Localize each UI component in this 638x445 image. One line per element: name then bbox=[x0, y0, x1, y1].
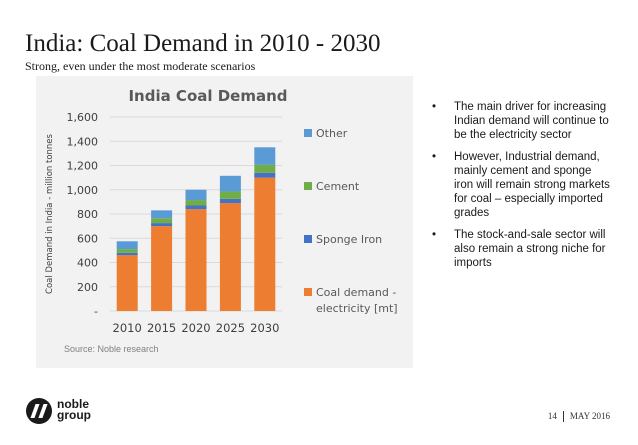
bar-segment bbox=[254, 164, 276, 173]
bar-segment bbox=[116, 252, 138, 256]
coal-demand-chart: India Coal Demand - 200 400 600 800 1,000 1,200… bbox=[45, 87, 398, 335]
footer-date: MAY 2016 bbox=[569, 411, 610, 421]
logo-mark-icon bbox=[26, 398, 52, 424]
y-tick-label: 400 bbox=[77, 257, 98, 270]
bar-segment bbox=[219, 198, 241, 204]
bullet-text: However, Industrial demand, mainly cemen… bbox=[454, 151, 610, 219]
bullet-list: • The main driver for increasing Indian d… bbox=[432, 100, 612, 278]
bar-segment bbox=[151, 223, 173, 227]
legend-swatch bbox=[304, 182, 312, 190]
bullet-marker: • bbox=[432, 229, 437, 241]
logo-line-2: group bbox=[57, 408, 91, 422]
bullet-text: The main driver for increasing Indian de… bbox=[454, 101, 609, 141]
bar-segment bbox=[254, 177, 276, 311]
logo-text: noble group bbox=[57, 397, 91, 422]
bar-segment bbox=[185, 209, 207, 311]
bar-segment bbox=[219, 175, 241, 192]
chart-source: Source: Noble research bbox=[64, 344, 159, 354]
bullet-marker: • bbox=[432, 151, 437, 163]
x-tick-label: 2010 bbox=[113, 321, 142, 335]
bar-segment bbox=[151, 218, 173, 224]
chart-panel: India Coal Demand - 200 400 600 800 1,000 1,200… bbox=[36, 76, 413, 368]
legend-label: Sponge Iron bbox=[316, 233, 382, 246]
legend-swatch bbox=[304, 235, 312, 243]
bar-segment bbox=[219, 191, 241, 199]
bar-segment bbox=[151, 226, 173, 311]
bar-segment bbox=[254, 172, 276, 178]
x-tick-label: 2030 bbox=[250, 321, 279, 335]
bar-segment bbox=[185, 189, 207, 201]
chart-title: India Coal Demand bbox=[128, 87, 287, 105]
legend-swatch bbox=[304, 129, 312, 137]
y-tick-label: - bbox=[94, 305, 98, 318]
legend-swatch bbox=[304, 288, 312, 296]
page-number: 14 bbox=[547, 411, 557, 421]
bullet-item: • The stock-and-sale sector will also rem… bbox=[432, 228, 612, 270]
y-tick-label: 200 bbox=[77, 281, 98, 294]
bullet-item: • The main driver for increasing Indian d… bbox=[432, 100, 612, 142]
legend-label: Other bbox=[316, 127, 348, 140]
bullet-marker: • bbox=[432, 101, 437, 113]
bullet-item: • However, Industrial demand, mainly ceme… bbox=[432, 150, 612, 220]
bar-segment bbox=[116, 255, 138, 311]
bar-segment bbox=[219, 203, 241, 311]
bar-segment bbox=[151, 210, 173, 219]
bar-segment bbox=[116, 249, 138, 253]
y-tick-label: 1,000 bbox=[67, 184, 99, 197]
page-title: India: Coal Demand in 2010 - 2030 bbox=[25, 30, 381, 57]
bar-segment bbox=[185, 205, 207, 210]
footer-divider bbox=[562, 411, 564, 423]
y-tick-label: 1,400 bbox=[67, 135, 99, 148]
x-tick-label: 2020 bbox=[181, 321, 210, 335]
x-tick-label: 2015 bbox=[147, 321, 176, 335]
y-axis-label: Coal Demand in India - million tonnes bbox=[45, 133, 55, 293]
legend-label: electricity [mt] bbox=[316, 302, 398, 315]
y-tick-label: 1,600 bbox=[67, 111, 99, 124]
page-subtitle: Strong, even under the most moderate sce… bbox=[25, 59, 256, 73]
slide-footer: 14 MAY 2016 bbox=[547, 411, 610, 423]
y-tick-label: 800 bbox=[77, 208, 98, 221]
bar-segment bbox=[185, 200, 207, 206]
y-tick-label: 1,200 bbox=[67, 160, 99, 173]
legend-label: Coal demand - bbox=[316, 286, 396, 299]
y-tick-label: 600 bbox=[77, 232, 98, 245]
bar-segment bbox=[254, 147, 276, 165]
legend-label: Cement bbox=[316, 180, 360, 193]
noble-group-logo: noble group bbox=[26, 398, 136, 426]
bullet-text: The stock-and-sale sector will also rema… bbox=[454, 229, 606, 269]
logo-line-1: noble bbox=[57, 397, 89, 411]
bar-segment bbox=[116, 241, 138, 250]
x-tick-label: 2025 bbox=[216, 321, 245, 335]
